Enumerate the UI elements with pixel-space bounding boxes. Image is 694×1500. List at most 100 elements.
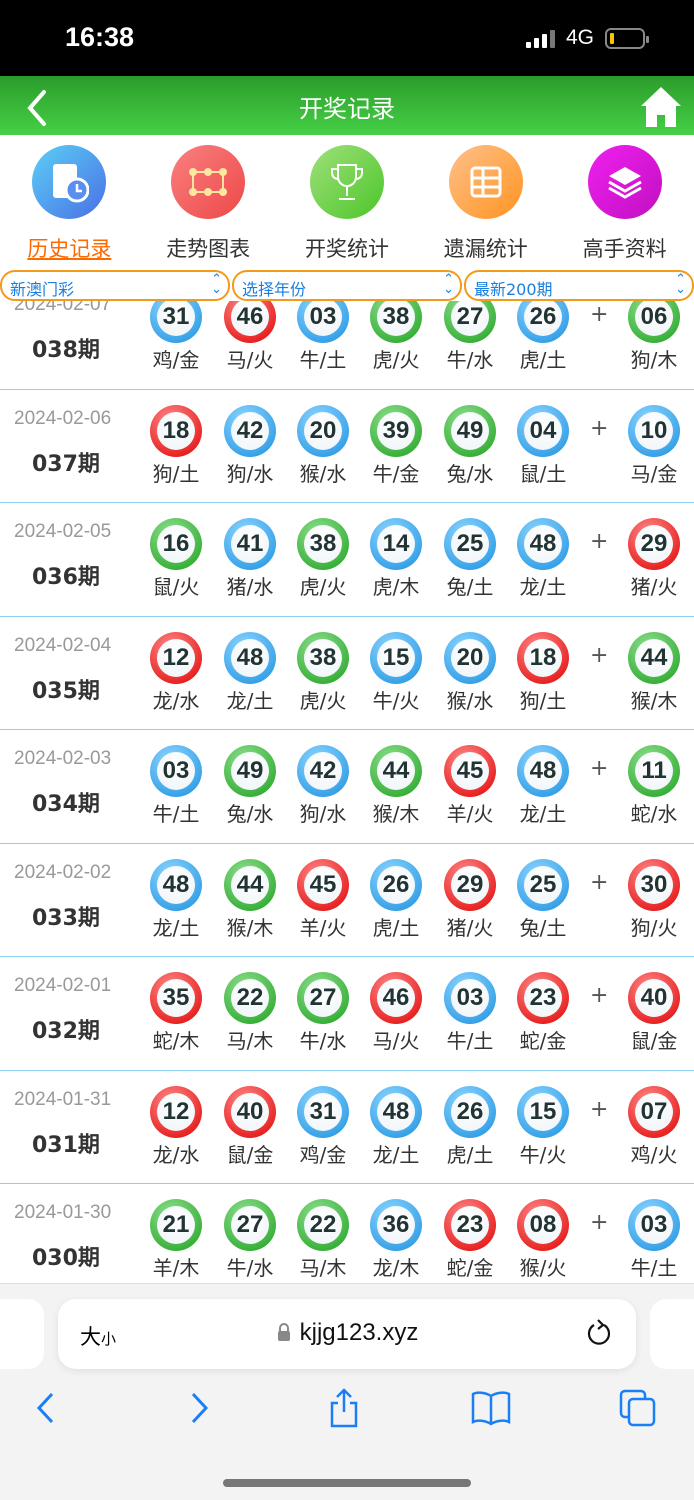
ball-number: 42 xyxy=(304,752,342,790)
address-bar[interactable]: 大小 kjjg123.xyz xyxy=(58,1299,636,1369)
ball-number: 29 xyxy=(635,525,673,563)
year-select[interactable]: 选择年份 ⌃ ⌄ xyxy=(232,270,462,301)
nodes-grid-icon xyxy=(171,145,246,219)
ball-number: 38 xyxy=(377,300,415,336)
zodiac-element: 猴/水 xyxy=(446,688,494,713)
text-size-small: 小 xyxy=(101,1330,117,1348)
zodiac-element: 马/火 xyxy=(372,1029,420,1053)
ball-number: 39 xyxy=(377,411,415,450)
zodiac-element: 龙/水 xyxy=(152,688,200,713)
browser-back-icon[interactable] xyxy=(27,1388,67,1428)
reload-icon[interactable] xyxy=(584,1317,614,1349)
bookmarks-icon[interactable] xyxy=(471,1388,511,1428)
ball-number: 48 xyxy=(377,1092,415,1131)
zodiac-element: 羊/木 xyxy=(152,1256,200,1280)
lottery-select[interactable]: 新澳门彩 ⌃ ⌄ xyxy=(0,270,230,301)
number-ball: 04 xyxy=(517,404,569,457)
nav-label: 遗漏统计 xyxy=(443,237,528,261)
draw-date: 2024-01-31 xyxy=(14,1088,112,1110)
zodiac-element: 牛/土 xyxy=(152,802,200,826)
ball-number: 31 xyxy=(157,300,195,336)
plus-sign: + xyxy=(590,983,609,1008)
number-ball: 36 xyxy=(370,1199,422,1251)
range-select[interactable]: 最新200期 ⌃ ⌄ xyxy=(464,270,694,301)
ball-number: 27 xyxy=(231,1206,269,1244)
ball-number: 20 xyxy=(304,411,342,450)
prev-tab-preview[interactable] xyxy=(0,1299,44,1369)
special-ball: 11 xyxy=(628,745,680,797)
text-size-button[interactable]: 大小 xyxy=(80,1321,116,1351)
zodiac-element: 鼠/火 xyxy=(152,575,200,599)
ball-number: 27 xyxy=(451,300,489,336)
number-ball: 14 xyxy=(370,518,422,570)
nav-draw-stats[interactable]: 开奖统计 xyxy=(278,135,417,270)
trophy-icon xyxy=(309,145,384,219)
zodiac-element: 蛇/金 xyxy=(446,1256,494,1280)
number-ball: 25 xyxy=(517,858,569,911)
plus-sign: + xyxy=(590,302,609,327)
number-ball: 20 xyxy=(297,404,349,457)
home-icon[interactable] xyxy=(638,84,684,130)
nav-label: 开奖统计 xyxy=(304,237,389,261)
number-ball: 48 xyxy=(150,858,202,911)
plus-sign: + xyxy=(590,529,609,554)
nav-history[interactable]: 历史记录 xyxy=(0,135,139,270)
special-ball: 44 xyxy=(628,631,680,684)
number-ball: 15 xyxy=(517,1085,569,1138)
nav-expert-info[interactable]: 高手资料 xyxy=(555,135,694,270)
nav-trend-chart[interactable]: 走势图表 xyxy=(139,135,278,270)
nav-label: 高手资料 xyxy=(582,237,667,261)
zodiac-element: 龙/土 xyxy=(372,1142,420,1167)
tabs-icon[interactable] xyxy=(618,1388,658,1428)
chevron-left-icon[interactable] xyxy=(18,88,58,128)
zodiac-element: 牛/金 xyxy=(372,461,420,486)
ball-number: 14 xyxy=(377,525,415,563)
zodiac-element: 虎/火 xyxy=(372,348,420,372)
number-ball: 03 xyxy=(444,972,496,1024)
zodiac-element: 鸡/金 xyxy=(299,1142,347,1167)
number-ball: 46 xyxy=(224,300,276,343)
draw-list[interactable]: 2024-02-07 038期 +31 鸡/金 46 马/火 03 牛/土 38 虎/… xyxy=(0,300,694,1283)
zodiac-element: 龙/土 xyxy=(152,915,200,940)
zodiac-element: 猴/水 xyxy=(299,461,347,486)
number-ball: 16 xyxy=(150,518,202,570)
next-tab-preview[interactable] xyxy=(650,1299,694,1369)
browser-forward-icon[interactable] xyxy=(178,1388,218,1428)
number-ball: 48 xyxy=(224,631,276,684)
url-display[interactable]: kjjg123.xyz xyxy=(58,1319,636,1347)
zodiac-element: 马/木 xyxy=(299,1256,347,1280)
zodiac-element: 狗/火 xyxy=(630,915,678,940)
zodiac-element: 蛇/木 xyxy=(152,1029,200,1053)
nav-missing-stats[interactable]: 遗漏统计 xyxy=(416,135,555,270)
ball-number: 48 xyxy=(524,752,562,790)
plus-sign: + xyxy=(590,756,609,781)
ball-number: 44 xyxy=(231,865,269,904)
ball-number: 42 xyxy=(231,411,269,450)
draw-period: 030期 xyxy=(32,1246,100,1271)
ball-number: 03 xyxy=(451,979,489,1017)
ball-number: 18 xyxy=(524,638,562,677)
url-text: kjjg123.xyz xyxy=(299,1319,419,1346)
zodiac-element: 猴/木 xyxy=(226,915,274,940)
ball-number: 40 xyxy=(231,1092,269,1131)
draw-period: 032期 xyxy=(32,1019,100,1044)
number-ball: 42 xyxy=(224,404,276,457)
zodiac-element: 兔/土 xyxy=(519,915,567,940)
draw-period: 035期 xyxy=(32,678,100,704)
number-ball: 20 xyxy=(444,631,496,684)
draw-date: 2024-01-30 xyxy=(14,1202,112,1223)
zodiac-element: 牛/土 xyxy=(446,1029,494,1053)
zodiac-element: 牛/水 xyxy=(226,1256,274,1280)
battery-icon xyxy=(605,28,649,49)
chevron-up-down-icon: ⌃ ⌄ xyxy=(211,272,222,297)
share-icon[interactable] xyxy=(324,1388,364,1428)
number-ball: 22 xyxy=(224,972,276,1024)
ball-number: 29 xyxy=(451,865,489,904)
number-ball: 38 xyxy=(370,300,422,343)
ball-number: 10 xyxy=(635,411,673,450)
ball-number: 12 xyxy=(157,638,195,677)
draw-period: 034期 xyxy=(32,792,100,817)
ball-number: 38 xyxy=(304,638,342,677)
ball-number: 49 xyxy=(231,752,269,790)
draw-row: 2024-02-05 036期 +16 鼠/火 41 猪/水 38 虎/火 14 虎/… xyxy=(0,503,694,617)
